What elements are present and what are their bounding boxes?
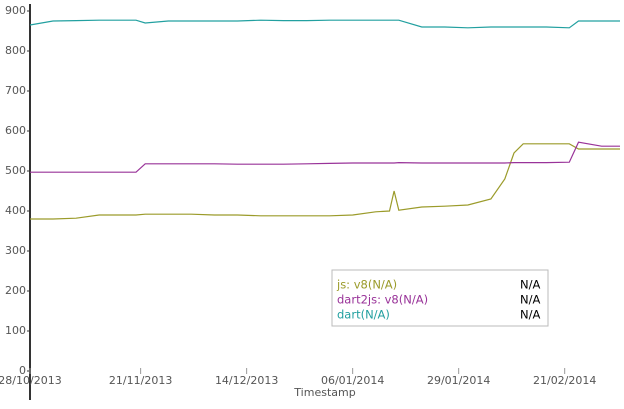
series-line	[29, 19, 620, 29]
y-tick-label: 800	[5, 44, 26, 57]
x-tick-label: 28/10/2013	[0, 374, 62, 387]
y-tick-label: 600	[5, 124, 26, 137]
legend-label: dart2js: v8(N/A)	[337, 293, 428, 307]
y-tick-label: 200	[5, 284, 26, 297]
y-tick-label: 700	[5, 84, 26, 97]
legend-value: N/A	[520, 308, 540, 322]
series-line	[30, 143, 620, 220]
x-tick-label: 14/12/2013	[215, 374, 278, 387]
x-tick-label: 21/11/2013	[109, 374, 172, 387]
x-tick-label: 29/01/2014	[427, 374, 490, 387]
series-line	[30, 141, 620, 173]
x-tick-label: 21/02/2014	[533, 374, 596, 387]
y-tick-label: 400	[5, 204, 26, 217]
y-tick-label: 900	[5, 4, 26, 17]
x-axis-label: Timestamp	[293, 386, 355, 399]
legend: js: v8(N/A) N/A dart2js: v8(N/A) N/A dart(N/…	[331, 269, 549, 327]
legend-label: dart(N/A)	[337, 308, 390, 322]
y-tick-label: 300	[5, 244, 26, 257]
legend-value: N/A	[520, 278, 540, 292]
legend-value: N/A	[520, 293, 540, 307]
y-tick-label: 0	[19, 364, 26, 377]
y-tick-label: 500	[5, 164, 26, 177]
y-tick-label: 100	[5, 324, 26, 337]
legend-box	[331, 269, 549, 327]
x-tick-label: 06/01/2014	[321, 374, 384, 387]
legend-label: js: v8(N/A)	[336, 278, 397, 292]
